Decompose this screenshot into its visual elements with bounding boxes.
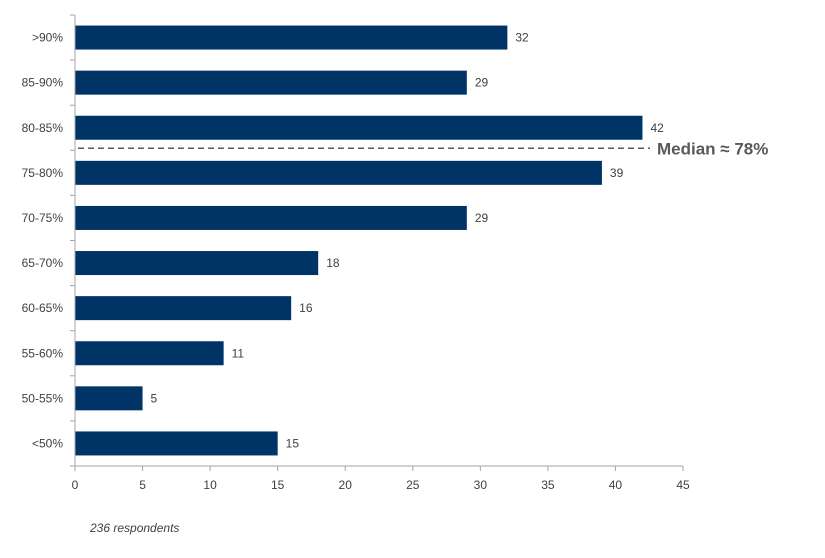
x-tick-label: 15 xyxy=(271,478,285,492)
bar xyxy=(75,115,643,140)
value-label: 29 xyxy=(475,211,489,225)
bar xyxy=(75,70,467,95)
bar xyxy=(75,296,292,321)
value-label: 5 xyxy=(151,391,158,405)
x-axis-ticks: 0 5 10 15 20 25 30 35 40 45 xyxy=(72,466,690,492)
bar xyxy=(75,341,224,366)
x-tick-label: 25 xyxy=(406,478,420,492)
bar xyxy=(75,251,319,276)
category-label: 75-80% xyxy=(22,166,64,180)
bar xyxy=(75,431,278,456)
value-label: 32 xyxy=(515,31,529,45)
value-labels: 32 29 42 39 29 18 16 11 5 15 xyxy=(151,31,665,451)
category-label: 60-65% xyxy=(22,301,64,315)
bar xyxy=(75,25,508,50)
value-label: 15 xyxy=(286,436,300,450)
category-label: 65-70% xyxy=(22,256,64,270)
x-tick-label: 35 xyxy=(541,478,555,492)
x-tick-label: 5 xyxy=(139,478,146,492)
category-label: 85-90% xyxy=(22,76,64,90)
category-label: <50% xyxy=(32,436,63,450)
value-label: 29 xyxy=(475,76,489,90)
bar xyxy=(75,160,602,185)
category-label: 55-60% xyxy=(22,346,64,360)
x-tick-label: 20 xyxy=(339,478,353,492)
category-labels: >90% 85-90% 80-85% 75-80% 70-75% 65-70% 60-65%… xyxy=(22,31,64,451)
bar xyxy=(75,205,467,230)
y-axis-ticks xyxy=(70,14,75,467)
x-tick-label: 10 xyxy=(203,478,217,492)
value-label: 42 xyxy=(650,121,664,135)
x-tick-label: 0 xyxy=(72,478,79,492)
value-label: 11 xyxy=(232,346,245,360)
median-label: Median ≈ 78% xyxy=(657,139,768,158)
x-tick-label: 40 xyxy=(609,478,623,492)
bar xyxy=(75,386,143,411)
x-tick-label: 45 xyxy=(676,478,690,492)
category-label: 50-55% xyxy=(22,391,64,405)
category-label: 70-75% xyxy=(22,211,64,225)
bars xyxy=(75,25,643,456)
category-label: 80-85% xyxy=(22,121,64,135)
x-tick-label: 30 xyxy=(474,478,488,492)
value-label: 18 xyxy=(326,256,340,270)
value-label: 39 xyxy=(610,166,624,180)
footnote: 236 respondents xyxy=(90,521,180,535)
category-label: >90% xyxy=(32,31,63,45)
value-label: 16 xyxy=(299,301,313,315)
